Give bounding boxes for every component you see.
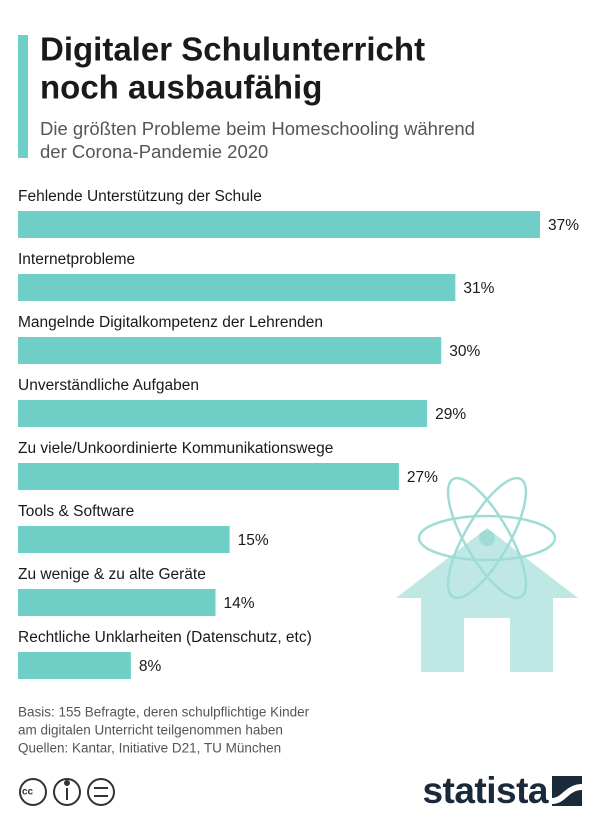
category-label: Rechtliche Unklarheiten (Datenschutz, et… xyxy=(18,629,312,646)
bar xyxy=(18,211,540,238)
source-note: Basis: 155 Befragte, deren schulpflichti… xyxy=(18,705,310,720)
bar xyxy=(18,589,216,616)
chart-subtitle: Die größten Probleme beim Homeschooling … xyxy=(40,118,475,139)
value-label: 31% xyxy=(463,280,494,297)
source-note: Quellen: Kantar, Initiative D21, TU Münc… xyxy=(18,741,281,756)
category-label: Internetprobleme xyxy=(18,251,135,268)
value-label: 15% xyxy=(238,532,269,549)
category-label: Fehlende Unterstützung der Schule xyxy=(18,188,262,205)
illustration xyxy=(396,476,578,672)
brand: statista xyxy=(422,770,548,811)
brand-icon xyxy=(552,776,582,806)
category-label: Zu wenige & zu alte Geräte xyxy=(18,566,206,583)
value-label: 8% xyxy=(139,658,162,675)
bar xyxy=(18,274,456,301)
license-icons xyxy=(19,778,115,806)
value-label: 29% xyxy=(435,406,466,423)
category-label: Unverständliche Aufgaben xyxy=(18,377,199,394)
value-label: 14% xyxy=(224,595,255,612)
source-note: am digitalen Unterricht teilgenommen hab… xyxy=(18,723,283,738)
chart-title: Digitaler Schulunterricht xyxy=(40,31,425,68)
value-label: 27% xyxy=(407,469,438,486)
value-label: 37% xyxy=(548,217,579,234)
value-label: 30% xyxy=(449,343,480,360)
bar xyxy=(18,400,428,427)
category-label: Zu viele/Unkoordinierte Kommunikationswe… xyxy=(18,440,333,457)
bar xyxy=(18,526,230,553)
bar xyxy=(18,463,399,490)
cc-text: cc xyxy=(22,787,34,798)
chart-title: noch ausbaufähig xyxy=(40,69,322,106)
bar xyxy=(18,652,131,679)
chart-subtitle: der Corona-Pandemie 2020 xyxy=(40,141,268,162)
bar xyxy=(18,337,442,364)
accent-bar xyxy=(18,35,28,158)
category-label: Mangelnde Digitalkompetenz der Lehrenden xyxy=(18,314,323,331)
category-label: Tools & Software xyxy=(18,503,134,520)
